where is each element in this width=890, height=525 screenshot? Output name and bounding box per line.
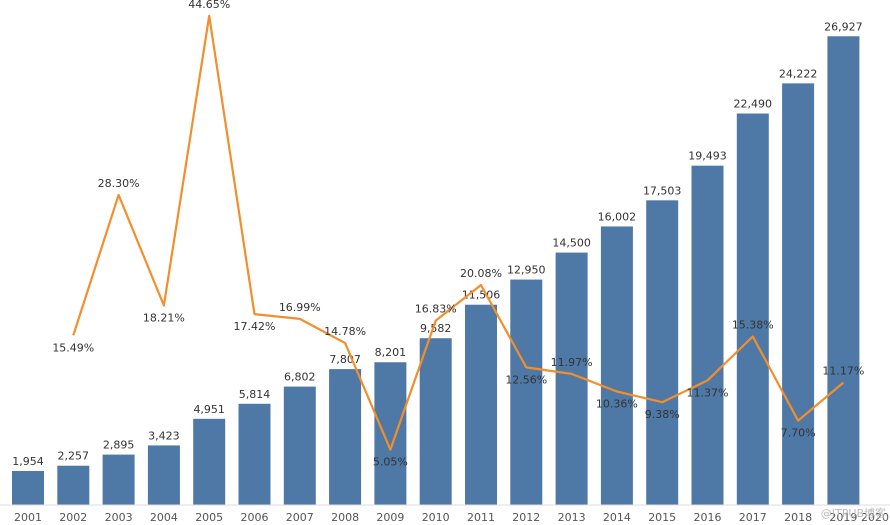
bar-2014 (600, 226, 633, 506)
bar-2009 (374, 362, 407, 505)
line-label-2015: 9.38% (645, 408, 680, 421)
bar-label-2008: 7,807 (329, 353, 361, 366)
bar-2017 (736, 113, 769, 505)
x-tick-2014: 2014 (603, 511, 631, 524)
watermark: @ITPUB博客 (820, 507, 886, 520)
x-tick-2007: 2007 (286, 511, 314, 524)
line-label-2018: 7.70% (781, 427, 816, 440)
bar-label-2004: 3,423 (148, 429, 180, 442)
bar-label-2015: 17,503 (643, 184, 682, 197)
bar-2006 (238, 403, 271, 505)
x-tick-2013: 2013 (558, 511, 586, 524)
bar-label-2014: 16,002 (598, 210, 637, 223)
line-label-2019: 11.17% (822, 365, 864, 378)
line-label-2008: 14.78% (324, 325, 366, 338)
bar-2010 (419, 338, 452, 505)
x-tick-2017: 2017 (739, 511, 767, 524)
x-tick-2006: 2006 (241, 511, 269, 524)
bar-2002 (57, 465, 90, 505)
bar-2011 (465, 304, 497, 505)
growth-line-series: 15.49% 28.30% 18.21% 44.65% 17.42%16.99%14.7… (52, 0, 864, 469)
x-tick-2010: 2010 (422, 511, 450, 524)
bar-2004 (147, 445, 180, 505)
line-label-2004: 18.21% (143, 311, 185, 324)
bar-2008 (329, 369, 362, 505)
growth-line (72, 14, 845, 451)
line-label-2013: 11.97% (551, 356, 593, 369)
line-label-2003: 28.30% (98, 177, 140, 190)
bar-2018 (782, 83, 815, 505)
x-tick-2008: 2008 (331, 511, 359, 524)
bar-2016 (691, 165, 724, 505)
bar-label-2007: 6,802 (284, 371, 316, 384)
bar-label-2017: 22,490 (734, 98, 773, 111)
line-label-2012: 12.56% (505, 373, 547, 386)
bar-2015 (646, 200, 679, 505)
bar-label-2019: 26,927 (824, 20, 863, 33)
bar-2005 (193, 418, 226, 505)
x-tick-2001: 2001 (14, 511, 42, 524)
bar-2012 (510, 279, 543, 505)
x-tick-2020: 2020 (861, 511, 889, 524)
bar-series: 1,954 2,257 2,895 3,423 4,951 5,814 6,802 7,807… (12, 20, 863, 506)
bar-label-2003: 2,895 (103, 439, 135, 452)
bar-2007 (283, 386, 316, 505)
line-label-2009: 5.05% (373, 456, 408, 469)
bar-label-2001: 1,954 (12, 455, 44, 468)
bar-label-2016: 19,493 (688, 150, 727, 163)
line-label-2017: 15.38% (732, 319, 774, 332)
x-tick-2003: 2003 (105, 511, 133, 524)
x-axis: 2001 2002 2003 2004 2005 2006 2007 2008 2009 2010… (0, 504, 890, 524)
bar-2003 (102, 454, 135, 505)
bar-label-2006: 5,814 (239, 388, 271, 401)
x-tick-2018: 2018 (784, 511, 812, 524)
line-label-2011: 20.08% (460, 267, 502, 280)
bar-label-2010: 9,582 (420, 322, 452, 335)
line-label-2006: 17.42% (234, 320, 276, 333)
bar-label-2005: 4,951 (193, 403, 225, 416)
x-tick-2016: 2016 (694, 511, 722, 524)
x-tick-2004: 2004 (150, 511, 178, 524)
bar-label-2012: 12,950 (507, 264, 546, 277)
x-tick-2002: 2002 (59, 511, 87, 524)
x-tick-2015: 2015 (648, 511, 676, 524)
bar-label-2002: 2,257 (58, 450, 90, 463)
bar-label-2013: 14,500 (552, 237, 591, 250)
x-tick-2019: 2019 (829, 511, 857, 524)
x-tick-2012: 2012 (512, 511, 540, 524)
x-tick-2005: 2005 (195, 511, 223, 524)
x-tick-2011: 2011 (467, 511, 495, 524)
line-label-2014: 10.36% (596, 398, 638, 411)
bar-2001 (12, 470, 44, 505)
line-label-2016: 11.37% (687, 386, 729, 399)
bar-2019 (827, 36, 860, 505)
line-label-2002: 15.49% (52, 341, 94, 354)
line-label-2007: 16.99% (279, 301, 321, 314)
line-label-2005: 44.65% (188, 0, 230, 11)
bar-label-2009: 8,201 (375, 346, 407, 359)
line-label-2010: 16.83% (415, 303, 457, 316)
bar-label-2018: 24,222 (779, 67, 818, 80)
x-tick-2009: 2009 (376, 511, 404, 524)
